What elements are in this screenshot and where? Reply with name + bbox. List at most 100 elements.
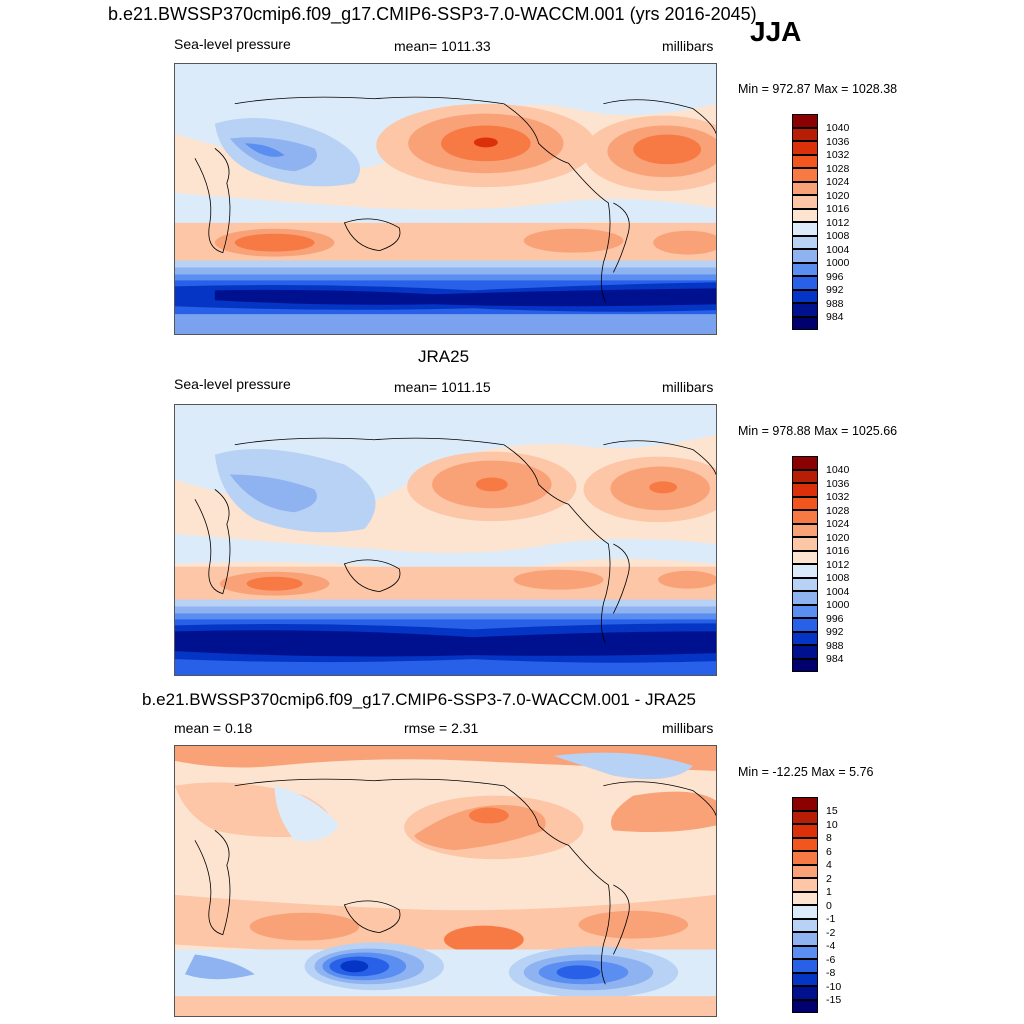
colorbar-tick-label: -2: [826, 927, 836, 939]
panel2-map: [174, 404, 717, 676]
colorbar-tick-label: 988: [826, 298, 844, 310]
colorbar-tick-label: 4: [826, 859, 832, 871]
colorbar-tick-label: 1008: [826, 572, 850, 584]
colorbar-tick-label: 1032: [826, 149, 850, 161]
colorbar-swatch: [792, 797, 818, 811]
colorbar-swatch: [792, 470, 818, 483]
colorbar-tick-label: 1016: [826, 203, 850, 215]
colorbar-swatch: [792, 263, 818, 276]
colorbar-tick-label: 1040: [826, 122, 850, 134]
colorbar-swatch: [792, 249, 818, 263]
colorbar-tick-label: 1024: [826, 176, 850, 188]
colorbar-swatch: [792, 456, 818, 470]
colorbar-tick-label: -6: [826, 954, 836, 966]
colorbar-swatch: [792, 659, 818, 672]
panel3-mean-label: mean = 0.18: [174, 720, 253, 736]
panel2-mean-label: mean= 1011.15: [394, 379, 491, 395]
panel1-map: [174, 63, 717, 335]
colorbar-tick-label: 6: [826, 846, 832, 858]
colorbar-swatch: [792, 168, 818, 182]
colorbar-swatch: [792, 878, 818, 892]
colorbar-tick-label: 1008: [826, 230, 850, 242]
colorbar-tick-label: 1000: [826, 599, 850, 611]
colorbar-tick-label: 992: [826, 626, 844, 638]
colorbar-tick-label: 10: [826, 819, 838, 831]
colorbar-tick-label: 2: [826, 873, 832, 885]
panel2-minmax-label: Min = 978.88 Max = 1025.66: [738, 424, 898, 438]
colorbar-swatch: [792, 838, 818, 851]
colorbar-swatch: [792, 1000, 818, 1013]
colorbar-swatch: [792, 946, 818, 959]
colorbar-swatch: [792, 632, 818, 645]
colorbar-swatch: [792, 605, 818, 618]
colorbar-tick-label: -4: [826, 940, 836, 952]
colorbar-swatch: [792, 497, 818, 510]
colorbar-swatch: [792, 290, 818, 303]
colorbar-tick-label: 1012: [826, 559, 850, 571]
colorbar-swatch: [792, 524, 818, 537]
colorbar-swatch: [792, 303, 818, 317]
colorbar-tick-label: 992: [826, 284, 844, 296]
colorbar-tick-label: 1020: [826, 190, 850, 202]
colorbar-swatch: [792, 564, 818, 578]
colorbar-swatch: [792, 114, 818, 128]
colorbar-swatch: [792, 892, 818, 905]
panel3-map: [174, 745, 717, 1017]
colorbar-tick-label: 996: [826, 271, 844, 283]
colorbar-tick-label: 1032: [826, 491, 850, 503]
colorbar-swatch: [792, 182, 818, 195]
colorbar-tick-label: 8: [826, 832, 832, 844]
colorbar-swatch: [792, 919, 818, 932]
colorbar-tick-label: 1036: [826, 136, 850, 148]
colorbar-swatch: [792, 195, 818, 209]
colorbar-swatch: [792, 811, 818, 824]
season-label: JJA: [750, 16, 802, 47]
colorbar-tick-label: 0: [826, 900, 832, 912]
colorbar-swatch: [792, 483, 818, 497]
colorbar-swatch: [792, 986, 818, 1000]
colorbar-swatch: [792, 973, 818, 986]
colorbar-tick-label: 15: [826, 805, 838, 817]
panel1-units-label: millibars: [662, 38, 714, 54]
colorbar-tick-label: 1004: [826, 244, 850, 256]
colorbar-tick-label: 1036: [826, 478, 850, 490]
colorbar-swatch: [792, 209, 818, 222]
colorbar-swatch: [792, 236, 818, 249]
panel3-minmax-label: Min = -12.25 Max = 5.76: [738, 765, 874, 779]
colorbar-swatch: [792, 141, 818, 155]
colorbar-swatch: [792, 824, 818, 838]
colorbar-tick-label: 1000: [826, 257, 850, 269]
colorbar-tick-label: 996: [826, 613, 844, 625]
panel2-variable-label: Sea-level pressure: [174, 376, 291, 392]
panel1-variable-label: Sea-level pressure: [174, 36, 291, 52]
colorbar-swatch: [792, 317, 818, 330]
colorbar-swatch: [792, 222, 818, 236]
colorbar-tick-label: 1004: [826, 586, 850, 598]
colorbar-swatch: [792, 851, 818, 865]
colorbar-swatch: [792, 645, 818, 659]
colorbar-tick-label: -8: [826, 967, 836, 979]
colorbar-swatch: [792, 128, 818, 141]
panel3-title: b.e21.BWSSP370cmip6.f09_g17.CMIP6-SSP3-7…: [142, 690, 697, 709]
colorbar-swatch: [792, 932, 818, 946]
panel2-units-label: millibars: [662, 379, 714, 395]
colorbar-tick-label: 1040: [826, 464, 850, 476]
colorbar-swatch: [792, 155, 818, 168]
colorbar-tick-label: -15: [826, 994, 842, 1006]
colorbar-swatch: [792, 905, 818, 919]
colorbar-tick-label: 988: [826, 640, 844, 652]
colorbar-tick-label: 1: [826, 886, 832, 898]
colorbar-swatch: [792, 865, 818, 878]
colorbar-tick-label: 984: [826, 311, 844, 323]
colorbar-tick-label: -1: [826, 913, 836, 925]
colorbar-tick-label: 1028: [826, 163, 850, 175]
colorbar-tick-label: 1016: [826, 545, 850, 557]
panel1-minmax-label: Min = 972.87 Max = 1028.38: [738, 82, 898, 96]
colorbar-swatch: [792, 959, 818, 973]
colorbar-tick-label: -10: [826, 981, 842, 993]
panel2-title: JRA25: [418, 347, 470, 366]
colorbar-tick-label: 1012: [826, 217, 850, 229]
colorbar-swatch: [792, 618, 818, 632]
colorbar-swatch: [792, 591, 818, 605]
panel3-units-label: millibars: [662, 720, 714, 736]
